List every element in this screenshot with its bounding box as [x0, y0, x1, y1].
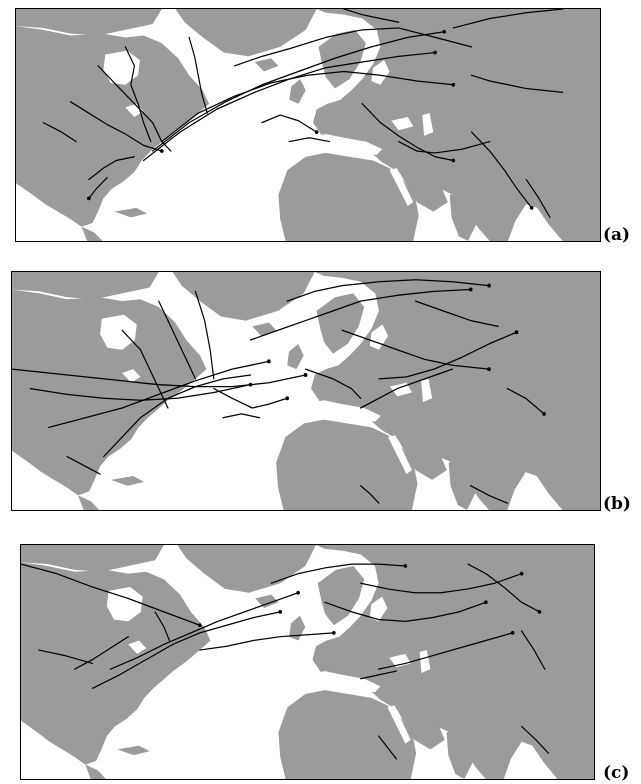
storm-tracks-a	[42, 9, 564, 218]
panel-label-c: (c)	[603, 763, 630, 783]
storm-track-map-b	[12, 272, 600, 510]
storm-track-map-a	[16, 9, 600, 241]
storm-track-map-c	[21, 545, 594, 779]
map-panel-b	[11, 271, 601, 511]
map-panel-a	[15, 8, 601, 242]
storm-tracks-c	[21, 563, 549, 760]
panel-label-a: (a)	[603, 225, 631, 245]
panel-label-b: (b)	[603, 494, 631, 514]
storm-tracks-b	[12, 279, 546, 504]
map-panel-c	[20, 544, 595, 780]
